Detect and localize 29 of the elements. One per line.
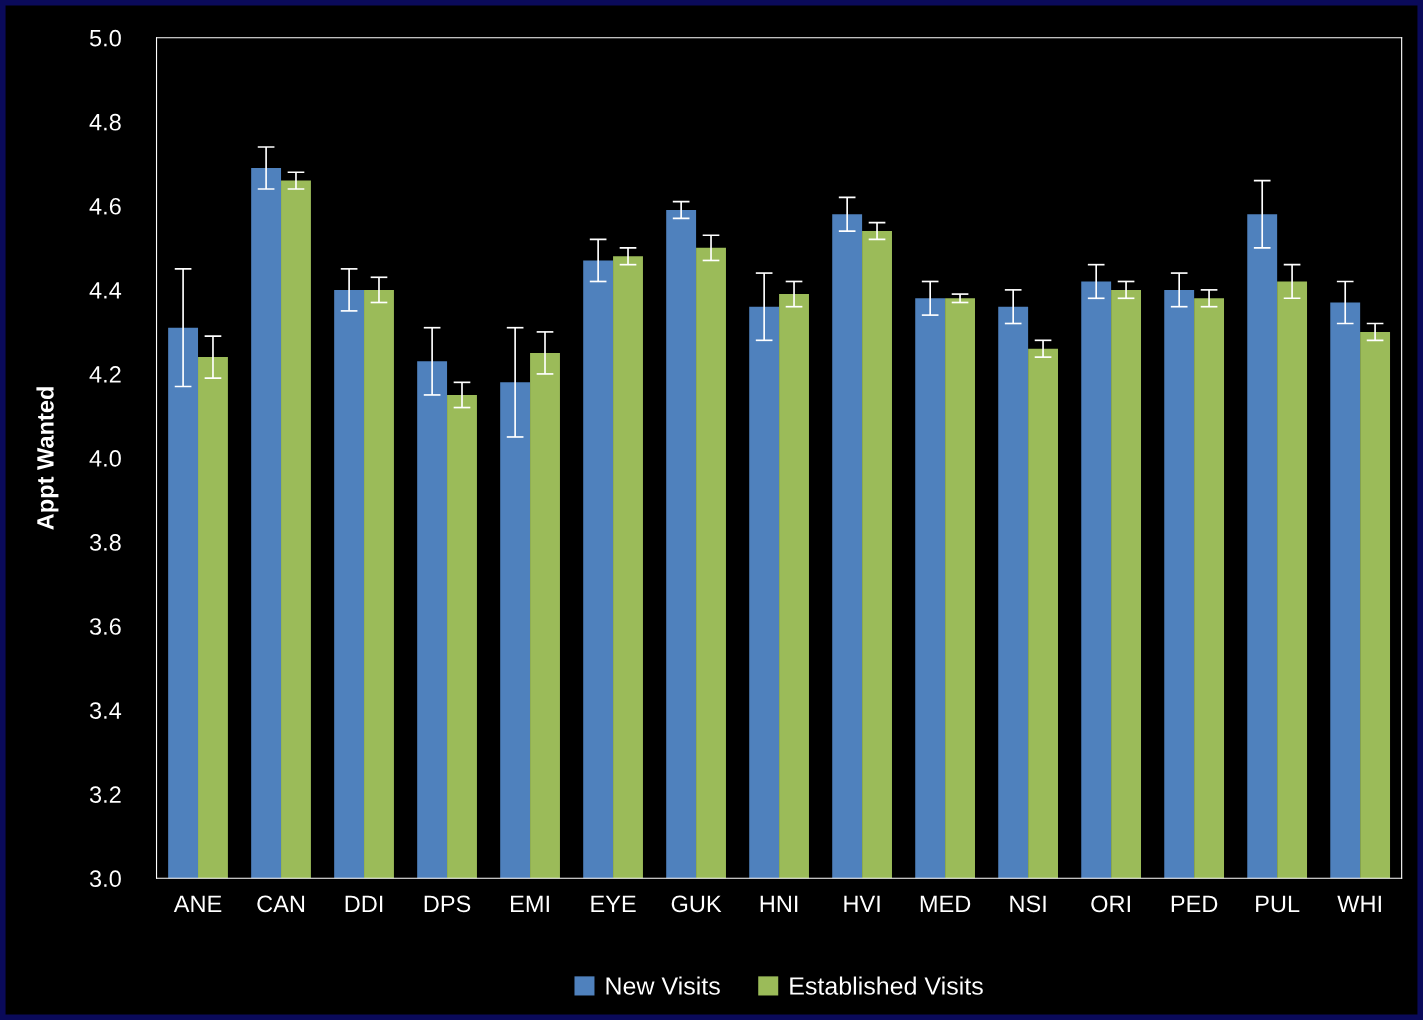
y-tick-label: 4.4 bbox=[89, 282, 122, 299]
legend-label: Established Visits bbox=[790, 976, 983, 995]
y-tick-label: 4.0 bbox=[89, 450, 121, 467]
x-tick-label: ORI bbox=[1091, 895, 1130, 913]
y-axis-title: Appt Wanted bbox=[36, 387, 59, 530]
x-tick-label: ANE bbox=[173, 895, 222, 912]
legend-label: New Visits bbox=[606, 976, 720, 995]
x-tick-label: MED bbox=[920, 895, 971, 912]
x-tick-label: HNI bbox=[760, 895, 798, 912]
x-tick-label: CAN bbox=[257, 895, 305, 913]
y-tick-label: 3.8 bbox=[89, 534, 121, 551]
y-tick-label: 4.8 bbox=[89, 113, 121, 131]
x-tick-label: DPS bbox=[424, 895, 471, 913]
x-tick-label: GUK bbox=[671, 895, 722, 913]
x-tick-label: EYE bbox=[591, 895, 636, 912]
y-tick-label: 4.6 bbox=[89, 197, 121, 215]
x-tick-label: PED bbox=[1171, 895, 1218, 912]
x-tick-label: WHI bbox=[1337, 895, 1381, 912]
y-tick-label: 3.0 bbox=[89, 870, 121, 888]
x-tick-label: HVI bbox=[844, 895, 880, 912]
x-tick-label: NSI bbox=[1010, 895, 1046, 913]
y-tick-label: 3.2 bbox=[89, 786, 121, 803]
y-tick-label: 3.6 bbox=[89, 618, 121, 635]
y-tick-label: 3.4 bbox=[89, 702, 122, 719]
y-tick-label: 5.0 bbox=[89, 29, 121, 47]
x-tick-label: DDI bbox=[345, 895, 383, 912]
x-tick-label: PUL bbox=[1256, 895, 1300, 913]
x-tick-label: EMI bbox=[511, 895, 549, 912]
y-tick-label: 4.2 bbox=[89, 366, 121, 383]
